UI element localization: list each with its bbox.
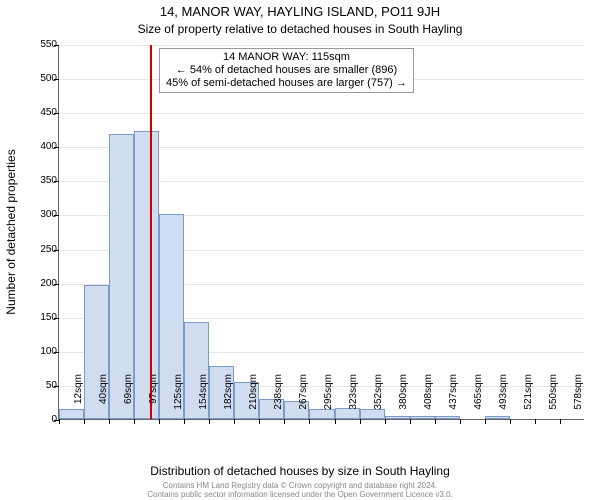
gridline (59, 45, 584, 46)
x-tick-mark (284, 419, 285, 424)
title-subtitle: Size of property relative to detached ho… (0, 22, 600, 36)
x-tick-label: 295sqm (323, 374, 334, 424)
x-tick-label: 323sqm (348, 374, 359, 424)
footer-line2: Contains public sector information licen… (0, 490, 600, 499)
x-tick-label: 437sqm (448, 374, 459, 424)
y-axis-label: Number of detached properties (4, 149, 18, 314)
x-tick-mark (109, 419, 110, 424)
footer-line1: Contains HM Land Registry data © Crown c… (0, 481, 600, 490)
x-tick-mark (510, 419, 511, 424)
x-tick-label: 380sqm (398, 374, 409, 424)
y-tick-label: 400 (25, 142, 57, 152)
y-tick-label: 200 (25, 279, 57, 289)
x-axis-label: Distribution of detached houses by size … (0, 464, 600, 478)
x-tick-mark (535, 419, 536, 424)
y-tick-label: 150 (25, 313, 57, 323)
y-tick-label: 300 (25, 210, 57, 220)
x-tick-label: 465sqm (473, 374, 484, 424)
x-tick-mark (485, 419, 486, 424)
property-marker-line (150, 45, 152, 419)
x-tick-label: 521sqm (523, 374, 534, 424)
x-tick-mark (159, 419, 160, 424)
x-tick-mark (410, 419, 411, 424)
footer-attribution: Contains HM Land Registry data © Crown c… (0, 481, 600, 499)
x-tick-label: 238sqm (273, 374, 284, 424)
x-tick-label: 40sqm (98, 374, 109, 424)
x-tick-mark (460, 419, 461, 424)
x-tick-mark (435, 419, 436, 424)
y-axis-label-container: Number of detached properties (4, 0, 18, 500)
chart-container: 14, MANOR WAY, HAYLING ISLAND, PO11 9JH … (0, 0, 600, 500)
x-tick-mark (59, 419, 60, 424)
x-tick-label: 154sqm (198, 374, 209, 424)
y-tick-label: 250 (25, 245, 57, 255)
x-tick-mark (360, 419, 361, 424)
x-tick-mark (259, 419, 260, 424)
x-tick-mark (335, 419, 336, 424)
x-tick-label: 493sqm (498, 374, 509, 424)
x-tick-label: 12sqm (73, 374, 84, 424)
x-tick-label: 408sqm (423, 374, 434, 424)
x-tick-mark (134, 419, 135, 424)
x-tick-mark (234, 419, 235, 424)
y-tick-label: 50 (25, 381, 57, 391)
y-tick-label: 350 (25, 176, 57, 186)
gridline (59, 113, 584, 114)
callout-line3: 45% of semi-detached houses are larger (… (166, 77, 407, 90)
x-tick-mark (209, 419, 210, 424)
callout-line1: 14 MANOR WAY: 115sqm (166, 51, 407, 64)
x-tick-mark (309, 419, 310, 424)
callout-line2: ← 54% of detached houses are smaller (89… (166, 64, 407, 77)
y-tick-label: 100 (25, 347, 57, 357)
y-tick-label: 0 (25, 415, 57, 425)
x-tick-label: 352sqm (373, 374, 384, 424)
x-tick-label: 267sqm (298, 374, 309, 424)
x-tick-label: 550sqm (548, 374, 559, 424)
plot-area: 05010015020025030035040045050055012sqm40… (58, 45, 584, 420)
y-tick-label: 500 (25, 74, 57, 84)
y-tick-label: 550 (25, 40, 57, 50)
x-tick-label: 578sqm (573, 374, 584, 424)
x-tick-label: 182sqm (223, 374, 234, 424)
y-tick-label: 450 (25, 108, 57, 118)
title-address: 14, MANOR WAY, HAYLING ISLAND, PO11 9JH (0, 4, 600, 19)
x-tick-mark (560, 419, 561, 424)
x-tick-label: 125sqm (173, 374, 184, 424)
x-tick-mark (184, 419, 185, 424)
x-tick-label: 69sqm (123, 374, 134, 424)
x-tick-mark (385, 419, 386, 424)
x-tick-label: 210sqm (248, 374, 259, 424)
x-tick-mark (84, 419, 85, 424)
callout-box: 14 MANOR WAY: 115sqm← 54% of detached ho… (159, 48, 414, 93)
